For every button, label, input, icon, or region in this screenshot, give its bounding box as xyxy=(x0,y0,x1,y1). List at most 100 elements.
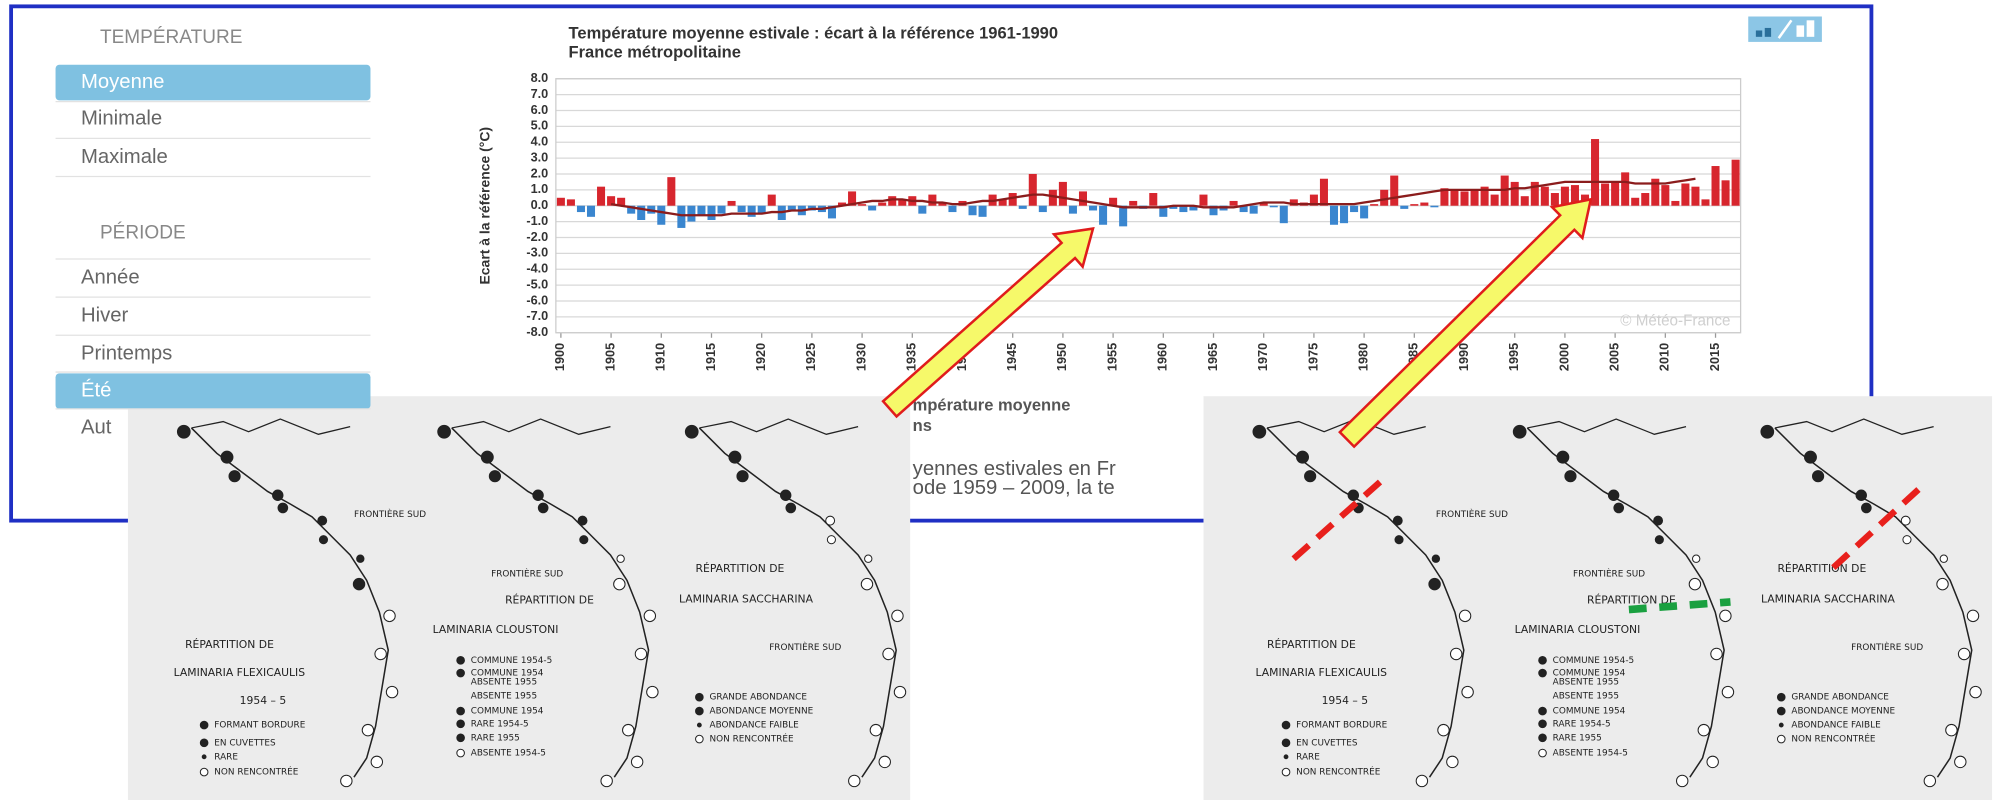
legend-symbol xyxy=(200,721,208,729)
y-tick-label: 7.0 xyxy=(531,87,549,101)
bar xyxy=(587,206,595,217)
map-label: ABONDANCE MOYENNE xyxy=(710,707,814,717)
bar xyxy=(1059,182,1067,206)
menu-item[interactable]: Moyenne xyxy=(56,65,371,101)
chart-type-icon[interactable] xyxy=(1748,17,1822,42)
legend-symbol xyxy=(457,657,465,665)
site-marker xyxy=(1677,775,1688,786)
site-marker xyxy=(1450,648,1461,659)
site-marker xyxy=(229,471,240,482)
map-label: RÉPARTITION DE xyxy=(696,562,785,575)
legend-symbol xyxy=(202,755,206,759)
x-tick-label: 1930 xyxy=(854,343,868,371)
site-marker xyxy=(1689,578,1700,589)
bar xyxy=(948,206,956,212)
menu-item[interactable]: Été xyxy=(56,373,371,409)
menu-item[interactable]: Année xyxy=(81,266,140,288)
site-marker xyxy=(1856,490,1866,500)
menu-item[interactable]: Hiver xyxy=(81,305,129,327)
site-marker xyxy=(489,471,500,482)
bar xyxy=(979,206,987,217)
x-tick-label: 1950 xyxy=(1055,343,1069,371)
map-label: 1954 – 5 xyxy=(240,694,287,707)
site-marker xyxy=(386,686,397,697)
site-marker xyxy=(177,425,190,438)
map-label: RARE 1954-5 xyxy=(1553,719,1611,729)
map-label: FRONTIÈRE SUD xyxy=(491,567,563,579)
bar xyxy=(1661,185,1669,206)
map-label: ABSENTE 1955 xyxy=(1553,691,1619,701)
x-tick-label: 1915 xyxy=(704,343,718,371)
bar xyxy=(1089,206,1097,211)
bar xyxy=(1611,182,1619,206)
x-tick-label: 1905 xyxy=(603,343,617,371)
site-marker xyxy=(1348,490,1358,500)
site-marker xyxy=(319,536,327,544)
map-label: RÉPARTITION DE xyxy=(185,638,274,651)
menu-item[interactable]: Minimale xyxy=(81,108,162,130)
x-tick-label: 2015 xyxy=(1708,343,1722,371)
map-image: FRONTIÈRE SUDFRONTIÈRE SUDFRONTIÈRE SUDR… xyxy=(128,396,910,800)
site-marker xyxy=(1416,775,1427,786)
menu-item-label[interactable]: Moyenne xyxy=(81,71,164,93)
site-marker xyxy=(729,451,741,463)
menu-item[interactable]: Aut xyxy=(81,416,112,438)
map-label: ABONDANCE FAIBLE xyxy=(710,721,800,731)
bar xyxy=(718,206,726,214)
menu-item-label[interactable]: Été xyxy=(81,378,111,401)
bar xyxy=(1069,206,1077,214)
site-marker xyxy=(273,490,283,500)
site-marker xyxy=(538,503,548,513)
menu-item-label[interactable]: Aut xyxy=(81,416,112,438)
menu-item-label[interactable]: Minimale xyxy=(81,108,162,130)
site-marker xyxy=(533,490,543,500)
map-label: LAMINARIA FLEXICAULIS xyxy=(174,666,306,679)
bar xyxy=(1079,191,1087,205)
bar xyxy=(557,198,565,206)
map-label: FORMANT BORDURE xyxy=(214,721,305,731)
bar xyxy=(677,206,685,228)
menu-item-label[interactable]: Année xyxy=(81,266,140,288)
bar xyxy=(969,206,977,216)
bar xyxy=(1320,179,1328,206)
menu-item[interactable]: Printemps xyxy=(81,343,172,365)
x-tick-label: 1975 xyxy=(1306,343,1320,371)
x-tick-label: 2010 xyxy=(1658,343,1672,371)
site-marker xyxy=(614,578,625,589)
y-tick-label: -1.0 xyxy=(526,214,548,228)
bar xyxy=(707,206,715,220)
site-marker xyxy=(865,555,872,562)
map-label: EN CUVETTES xyxy=(1296,738,1358,748)
bar xyxy=(1671,201,1679,206)
site-marker xyxy=(341,775,352,786)
menu-item-label[interactable]: Hiver xyxy=(81,305,129,327)
menu-item-label[interactable]: Printemps xyxy=(81,343,172,365)
map-label: GRANDE ABONDANCE xyxy=(1791,693,1889,703)
site-marker xyxy=(894,686,905,697)
x-tick-label: 1980 xyxy=(1356,343,1370,371)
y-tick-label: 3.0 xyxy=(531,150,549,164)
map-label: FRONTIÈRE SUD xyxy=(769,641,841,653)
menu-item[interactable]: Maximale xyxy=(81,146,168,168)
bar xyxy=(878,203,886,206)
site-marker xyxy=(883,648,894,659)
legend-symbol xyxy=(1777,693,1785,701)
site-marker xyxy=(644,610,655,621)
legend-symbol xyxy=(696,735,704,743)
map-label: ABSENTE 1954-5 xyxy=(1553,749,1628,759)
menu-item-label[interactable]: Maximale xyxy=(81,146,168,168)
site-marker xyxy=(1393,516,1402,525)
bar xyxy=(1521,196,1529,206)
bar xyxy=(928,195,936,206)
site-marker xyxy=(617,555,624,562)
legend-symbol xyxy=(1777,735,1785,743)
site-marker xyxy=(1614,503,1624,513)
bar xyxy=(1119,206,1127,227)
watermark: © Météo-France xyxy=(1620,312,1730,329)
legend-symbol xyxy=(200,768,208,776)
site-marker xyxy=(781,490,791,500)
legend-symbol xyxy=(1282,739,1290,747)
map-label: FRONTIÈRE SUD xyxy=(1851,641,1923,653)
site-marker xyxy=(849,775,860,786)
x-tick-label: 1900 xyxy=(553,343,567,371)
